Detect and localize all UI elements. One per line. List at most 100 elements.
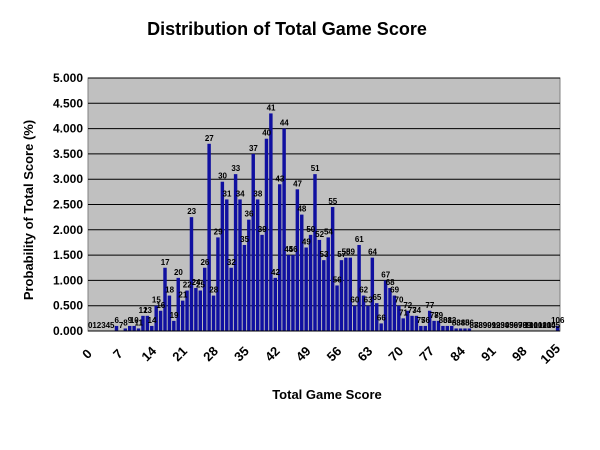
data-label: 57 xyxy=(337,250,346,259)
bar xyxy=(220,181,225,331)
data-label: 2 xyxy=(97,321,102,330)
data-label: 62 xyxy=(359,286,368,295)
data-label: 3 xyxy=(101,321,106,330)
data-label: 77 xyxy=(425,301,434,310)
bar xyxy=(251,153,255,331)
y-tick-label: 3.000 xyxy=(53,172,83,186)
data-label: 40 xyxy=(262,129,271,138)
y-tick-label: 4.000 xyxy=(53,122,83,136)
data-label: 58 xyxy=(342,248,351,257)
data-label: 73 xyxy=(408,306,417,315)
data-label: 92 xyxy=(492,321,501,330)
data-label: 30 xyxy=(218,172,227,181)
bar xyxy=(300,214,304,331)
y-tick-label: 4.500 xyxy=(53,96,83,110)
data-label: 10 xyxy=(130,316,139,325)
plot-area: 0.000 0.500 1.000 1.500 2.000 2.500 3.000 3.500… xyxy=(53,71,565,367)
bar xyxy=(317,239,322,331)
data-label: 24 xyxy=(192,278,201,287)
data-label: 19 xyxy=(170,311,179,320)
data-label: 0 xyxy=(88,321,93,330)
bar xyxy=(141,315,145,331)
data-label: 79 xyxy=(434,311,443,320)
data-label: 44 xyxy=(280,119,289,128)
data-label: 69 xyxy=(390,286,399,295)
data-label: 31 xyxy=(223,189,232,198)
data-label: 94 xyxy=(500,321,509,330)
bar xyxy=(458,328,463,331)
data-label: 75 xyxy=(417,316,426,325)
bar xyxy=(269,113,273,331)
bar xyxy=(185,290,189,331)
data-label: 84 xyxy=(456,318,465,327)
x-axis-title: Total Game Score xyxy=(272,387,382,402)
x-tick-label: 105 xyxy=(537,341,563,367)
data-label: 91 xyxy=(487,321,496,330)
y-tick-label: 5.000 xyxy=(53,71,83,85)
data-label: 66 xyxy=(377,313,386,322)
bar xyxy=(335,285,339,331)
data-label: 99 xyxy=(522,321,531,330)
data-label: 12 xyxy=(139,306,148,315)
data-label: 5 xyxy=(110,321,115,330)
data-label: 51 xyxy=(311,164,320,173)
bar xyxy=(198,290,203,331)
data-label: 90 xyxy=(483,321,492,330)
data-label: 89 xyxy=(478,321,487,330)
data-label: 39 xyxy=(258,225,267,234)
bar xyxy=(154,305,158,331)
y-tick-label: 0.500 xyxy=(53,299,83,313)
bar xyxy=(405,310,410,331)
x-tick-label: 7 xyxy=(110,346,126,362)
y-tick-label: 2.500 xyxy=(53,198,83,212)
bar xyxy=(273,277,278,331)
data-label: 45 xyxy=(284,245,293,254)
data-label: 20 xyxy=(174,268,183,277)
bar xyxy=(158,310,163,331)
data-label: 14 xyxy=(148,316,157,325)
bar xyxy=(427,310,432,331)
bar xyxy=(150,325,154,331)
data-label: 106 xyxy=(551,316,565,325)
bar xyxy=(264,138,269,331)
bar xyxy=(308,234,313,331)
x-tick-label: 0 xyxy=(79,346,95,362)
data-label: 35 xyxy=(240,235,249,244)
bar xyxy=(128,325,132,331)
bar xyxy=(397,305,401,331)
data-label: 54 xyxy=(324,227,333,236)
data-label: 82 xyxy=(447,316,456,325)
data-label: 48 xyxy=(297,205,306,214)
bar xyxy=(132,325,136,331)
data-label: 15 xyxy=(152,296,161,305)
data-label: 60 xyxy=(350,296,359,305)
bar xyxy=(555,325,560,331)
data-label: 8 xyxy=(123,318,128,327)
bar xyxy=(326,237,330,331)
data-label: 97 xyxy=(514,321,523,330)
bar xyxy=(114,325,119,331)
y-tick-label: 3.500 xyxy=(53,147,83,161)
bar xyxy=(392,295,397,331)
bar xyxy=(194,287,198,331)
data-label: 1 xyxy=(92,321,97,330)
bar xyxy=(291,255,295,331)
data-label: 59 xyxy=(346,248,355,257)
bar xyxy=(233,174,238,331)
bar xyxy=(211,295,216,331)
bar xyxy=(242,244,247,331)
bar xyxy=(357,244,361,331)
data-label: 32 xyxy=(227,258,236,267)
data-label: 65 xyxy=(372,293,381,302)
y-tick-label: 0.000 xyxy=(53,324,83,338)
data-label: 95 xyxy=(505,321,514,330)
data-label: 105 xyxy=(547,321,561,330)
bar xyxy=(189,217,194,331)
bar xyxy=(379,323,383,331)
bar xyxy=(172,320,176,331)
data-label: 88 xyxy=(474,321,483,330)
bar xyxy=(322,260,326,331)
bar xyxy=(366,305,370,331)
bar xyxy=(180,300,185,331)
x-tick-label: 42 xyxy=(262,343,283,364)
